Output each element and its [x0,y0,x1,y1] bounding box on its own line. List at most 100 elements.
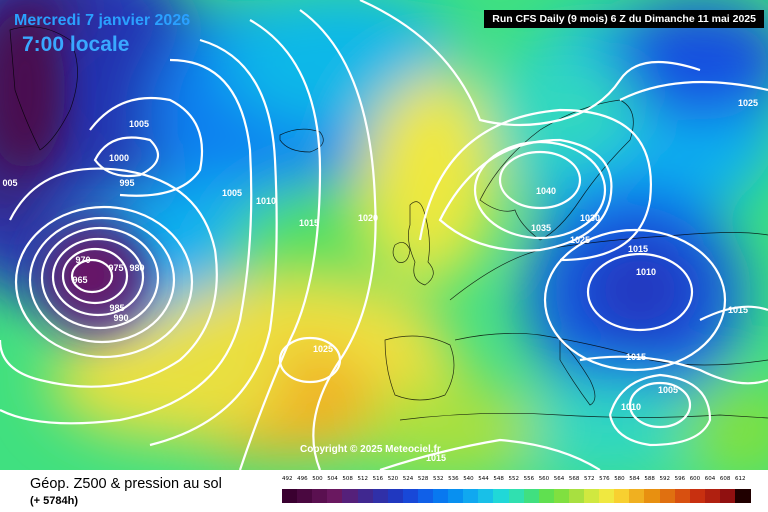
isobar-label: 970 [75,255,90,265]
legend-tick: 548 [493,476,504,482]
legend-swatch [493,489,509,503]
isobar-1010-center [586,252,694,332]
isobar-1020 [299,9,377,470]
legend-tick: 492 [282,476,293,482]
isobar-label: 1005 [658,385,678,395]
isobar-label: 995 [119,178,134,188]
iberia-coast [384,335,455,401]
legend-tick: 560 [538,476,550,482]
isobar-1030 [438,138,613,252]
legend-swatch [689,489,706,503]
legend-tick: 612 [735,476,746,482]
isobar-1005-nw [89,96,204,197]
legend-swatch [568,489,585,503]
isobar-1015-se [579,355,768,385]
isobar-label: 980 [129,263,144,273]
legend-tick: 564 [553,476,565,482]
isobar-label: 1005 [129,119,149,129]
legend-swatch [719,489,736,503]
legend-tick: 496 [297,476,308,482]
legend-tick: 592 [659,476,671,482]
isobar-990 [14,205,194,359]
legend-swatch [448,489,464,503]
legend-tick: 544 [478,476,489,482]
product-title: Géop. Z500 & pression au sol [30,476,222,492]
isobar-1005-se [628,381,692,429]
legend-tick: 576 [599,476,610,482]
legend-tick: 532 [433,476,444,482]
europe-mainland [449,232,768,301]
color-scale-legend: 492 496 500 504 508 512 516 520 524 528 532 536 540 5… [282,476,752,508]
legend-tick: 520 [387,476,399,482]
legend-swatch [704,489,721,503]
isobars [0,0,768,470]
legend-tick: 556 [523,476,535,482]
isobar-high-north [359,0,701,127]
legend-swatch [297,489,313,503]
scandinavia-coast [479,99,634,241]
isobar-1025-sw [278,336,342,384]
isobar-label: 1020 [358,213,378,223]
legend-swatch [599,489,615,503]
isobar-label: 975 [108,263,123,273]
isobar-label: 985 [109,303,124,313]
legend-tick: 608 [719,476,731,482]
legend-swatch [387,489,404,503]
legend-swatch [327,489,343,503]
legend-tick: 500 [312,476,323,482]
isobar-label: 005 [2,178,17,188]
copyright-notice: Copyright © 2025 Meteociel.fr [300,444,441,455]
geopotential-map: 1005 1000 995 005 1005 1010 1015 1020 970 975 980 9… [0,0,768,470]
legend-swatch [508,489,525,503]
isobar-label: 1000 [109,153,129,163]
isobar-1040 [498,150,582,210]
isobar-label: 1025 [570,235,590,245]
isobar-1025-ne [619,80,768,101]
isobar-label: 1035 [531,223,551,233]
legend-swatch [614,489,630,503]
italy-coast [559,339,596,406]
legend-swatch [342,489,358,503]
legend-tick: 536 [448,476,459,482]
isobar-label: 1015 [628,244,648,254]
legend-swatch [735,489,751,503]
isobar-975 [51,237,145,317]
legend-swatch [553,489,570,503]
legend-swatch [538,489,555,503]
isobar-995 [0,167,218,388]
legend-tick: 600 [689,476,701,482]
isobar-1010-se [608,373,712,447]
legend-tick: 512 [357,476,369,482]
legend-tick: 580 [614,476,625,482]
legend-tick: 524 [402,476,414,482]
isobar-label: 1030 [580,213,600,223]
legend-swatch [523,489,540,503]
north-africa-coast [399,412,768,421]
legend-tick: 584 [629,476,640,482]
forecast-local-time: 7:00 locale [22,33,130,56]
legend-swatch [659,489,676,503]
legend-tick: 604 [704,476,716,482]
isobar-label: 1040 [536,186,556,196]
legend-swatch [312,489,328,503]
isobar-label: 990 [113,313,128,323]
cut-off-low-core [0,10,150,330]
legend-swatch [372,489,389,503]
forecast-date: Mercredi 7 janvier 2026 [14,12,191,29]
isobar-1000 [93,136,160,178]
isobar-980 [40,226,160,330]
legend-swatch [478,489,494,503]
isobar-label: 1015 [728,305,748,315]
isobar-label: 1010 [636,267,656,277]
greenland-coast [9,26,78,151]
legend-swatch [402,489,419,503]
footer-bar: Géop. Z500 & pression au sol (+ 5784h) 4… [0,470,768,512]
legend-swatch [463,489,479,503]
isobar-label: 1025 [738,98,758,108]
isobar-labels: 1005 1000 995 005 1005 1010 1015 1020 970 975 980 9… [2,98,758,463]
isobar-985 [28,216,176,344]
legend-tick: 572 [584,476,595,482]
legend-swatch [584,489,600,503]
legend-tick: 504 [327,476,338,482]
